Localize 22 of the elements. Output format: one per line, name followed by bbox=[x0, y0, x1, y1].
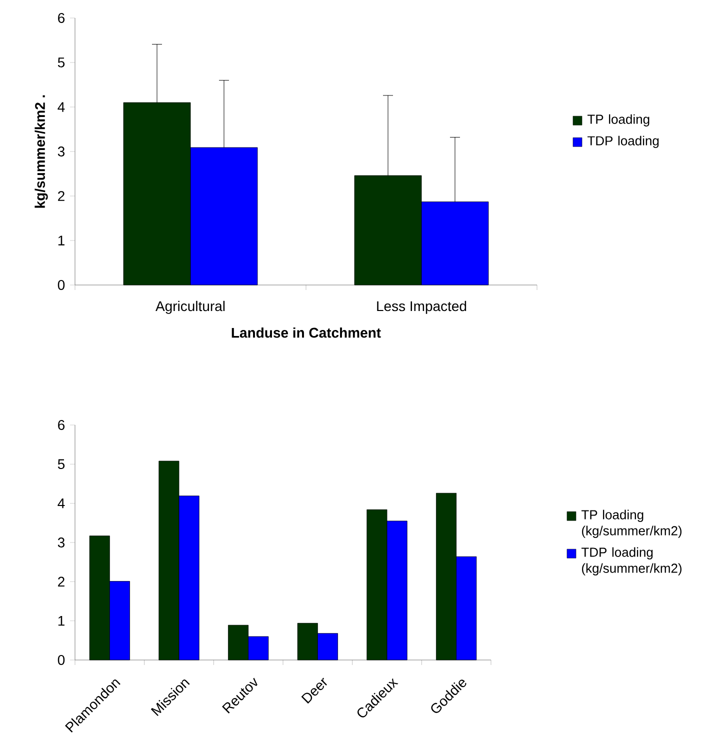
legend-label: TDP loading bbox=[587, 136, 658, 148]
y-tick-label: 1 bbox=[58, 616, 64, 626]
y-tick-label: 2 bbox=[58, 576, 64, 587]
y-tick-label: 4 bbox=[58, 102, 65, 112]
y-tick-label: 5 bbox=[58, 58, 64, 68]
y-tick-label: 4 bbox=[58, 498, 65, 508]
x-tick-label: Less Impacted bbox=[377, 300, 466, 314]
y-tick-label: 3 bbox=[58, 146, 64, 156]
y-tick-label: 6 bbox=[58, 13, 64, 23]
legend-label: TP loading (kg/summer/km2) bbox=[581, 510, 682, 538]
y-tick-label: 2 bbox=[58, 191, 64, 201]
y-tick-label: 3 bbox=[58, 538, 64, 548]
y-tick-label: 1 bbox=[58, 236, 64, 246]
y-tick-label: 5 bbox=[58, 459, 64, 470]
legend-label: TDP loading (kg/summer/km2) bbox=[581, 547, 682, 576]
y-tick-label: 6 bbox=[58, 420, 64, 430]
x-tick-label: Agricultural bbox=[155, 300, 224, 314]
legend-label: TP loading bbox=[587, 114, 650, 126]
x-axis-title: Landuse in Catchment bbox=[232, 327, 381, 338]
y-tick-label: 0 bbox=[58, 655, 64, 665]
y-axis-title: kg/summer/km2 . bbox=[34, 95, 48, 208]
y-tick-label: 0 bbox=[58, 280, 64, 290]
